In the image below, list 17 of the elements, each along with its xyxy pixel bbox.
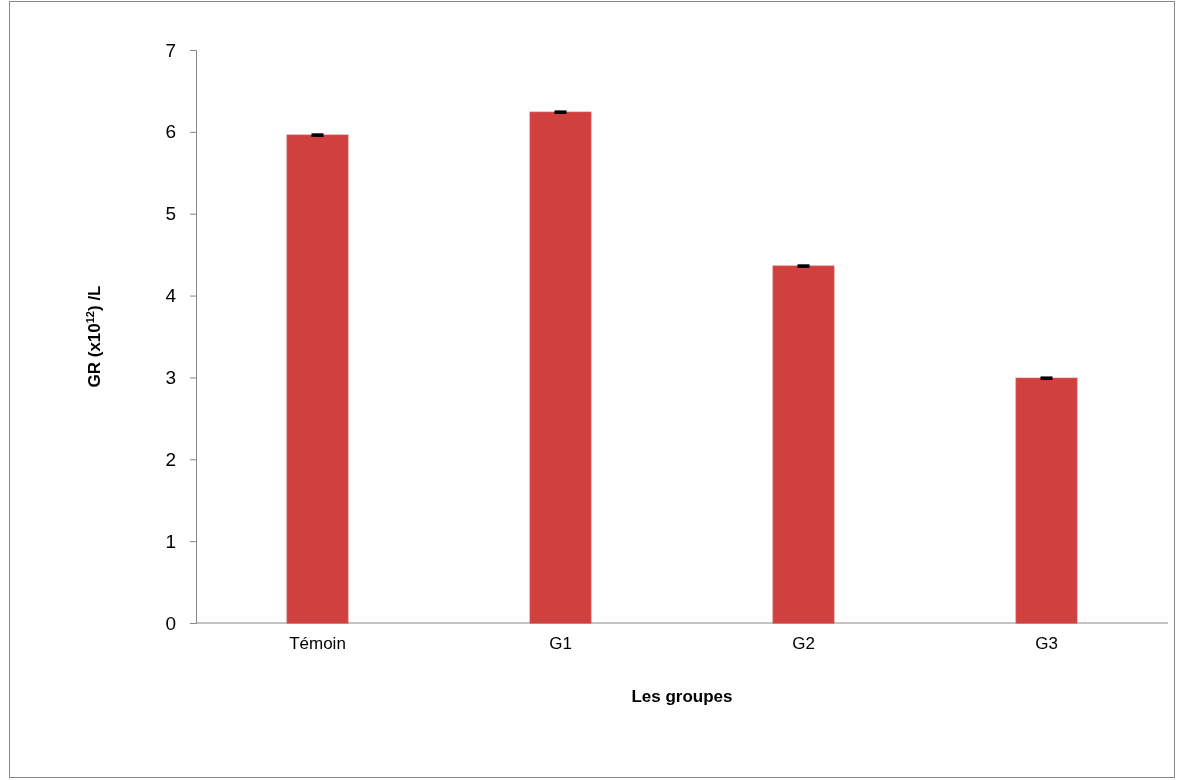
y-tick-label: 2 xyxy=(165,448,176,470)
x-tick-label: G3 xyxy=(1035,634,1058,654)
x-tick-label: G1 xyxy=(549,634,572,654)
bar xyxy=(1015,377,1078,624)
x-tick-label: G2 xyxy=(792,634,815,654)
x-tick-label: Témoin xyxy=(289,634,346,654)
y-tick-label: 4 xyxy=(165,285,177,307)
y-tick-label: 6 xyxy=(165,121,176,143)
bar xyxy=(286,134,349,624)
bar xyxy=(529,111,592,624)
x-axis-title: Les groupes xyxy=(631,687,733,706)
y-tick-label: 5 xyxy=(165,203,176,225)
y-tick-label: 0 xyxy=(165,612,176,634)
bar xyxy=(772,265,835,624)
y-tick-label: 1 xyxy=(165,530,176,552)
y-tick-label: 7 xyxy=(165,39,176,61)
y-tick-label: 3 xyxy=(165,367,176,389)
